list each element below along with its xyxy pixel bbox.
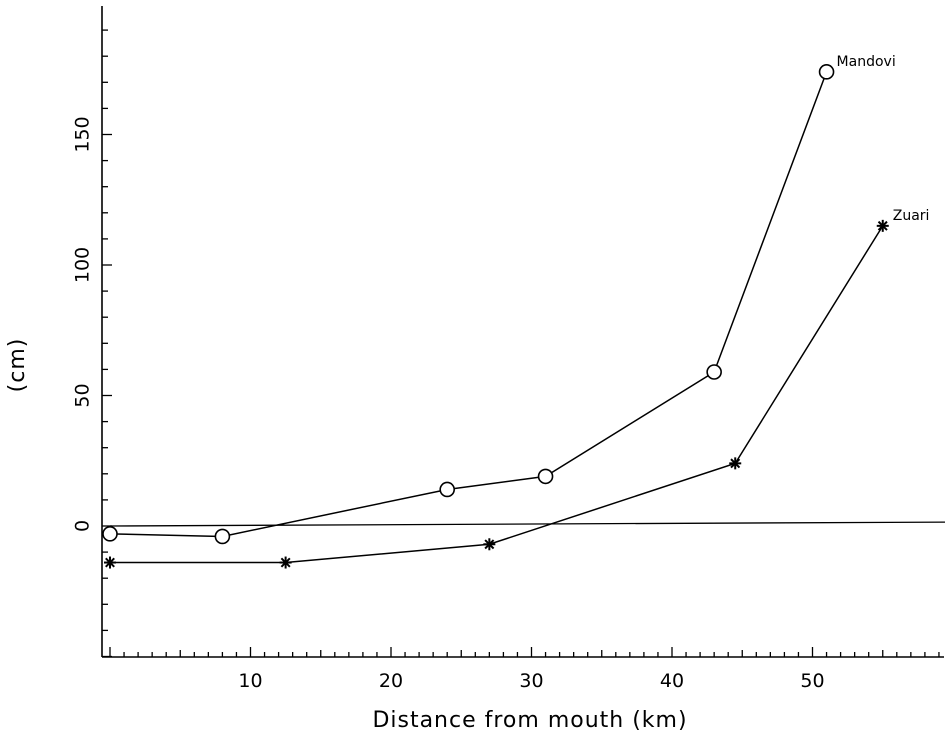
data-point-mandovi (214, 528, 231, 545)
data-point-mandovi (818, 64, 835, 80)
x-tick-label: 20 (379, 670, 403, 692)
data-point-zuari (876, 219, 889, 232)
data-point-mandovi (439, 481, 456, 498)
zero-reference-line (109, 521, 945, 527)
series-label-zuari: Zuari (893, 208, 930, 224)
x-tick-label: 50 (800, 670, 824, 692)
x-axis-title: Distance from mouth (km) (372, 708, 687, 733)
series-group: Mandovi Zuari (102, 54, 930, 569)
data-point-zuari (483, 538, 496, 551)
axes: 0 50 100 150 10 20 30 40 50 (72, 6, 944, 692)
data-point-zuari (279, 556, 292, 569)
x-tick-label: 40 (660, 670, 684, 692)
data-point-zuari (104, 556, 116, 569)
reference-line-group (109, 521, 945, 527)
y-tick-label: 100 (72, 247, 94, 283)
series-line-mandovi (109, 71, 828, 538)
series-label-mandovi: Mandovi (837, 54, 896, 70)
x-tick-label: 30 (519, 670, 543, 692)
series-line-zuari (110, 225, 884, 564)
data-point-mandovi (537, 468, 554, 485)
y-axis-title: (cm) (5, 338, 30, 393)
data-point-mandovi (706, 364, 722, 380)
y-tick-label: 0 (72, 520, 94, 532)
data-point-mandovi (102, 526, 118, 542)
data-point-zuari (729, 457, 742, 470)
y-tick-label: 150 (72, 116, 94, 152)
x-tick-label: 10 (238, 670, 262, 692)
y-tick-label: 50 (72, 383, 94, 407)
